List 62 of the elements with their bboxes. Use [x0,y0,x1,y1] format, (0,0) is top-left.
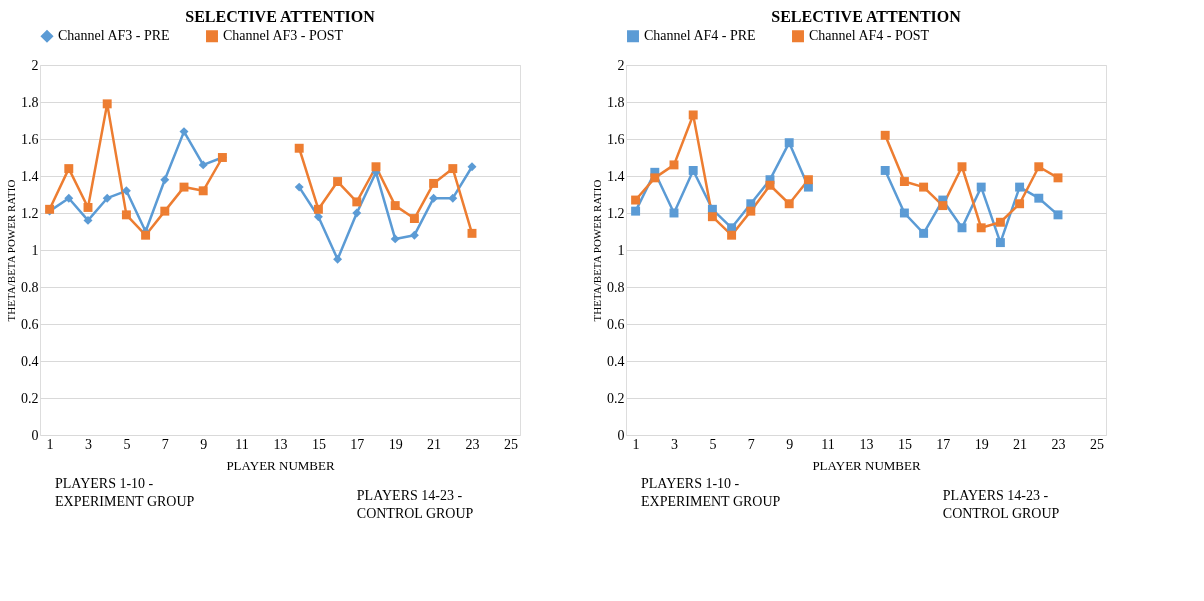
legend-label: Channel AF4 - POST [809,28,930,44]
y-tick-label: 0.2 [21,390,39,406]
y-tick-label: 0.6 [607,316,625,332]
x-tick-label: 9 [786,436,794,452]
x-tick-label: 17 [350,436,365,452]
x-tick-label: 25 [1089,436,1104,452]
y-tick-label: 0 [617,427,625,443]
legend-label: Channel AF4 - PRE [644,28,756,44]
x-tick-label: 23 [465,436,480,452]
x-tick-label: 1 [46,436,54,452]
y-tick-label: 0.2 [607,390,625,406]
x-tick-label: 13 [859,436,874,452]
y-tick-label: 0.4 [607,353,625,369]
x-tick-label: 19 [388,436,403,452]
y-tick-label: 0 [31,427,39,443]
y-tick-label: 1.4 [607,168,625,184]
x-tick-label: 17 [936,436,951,452]
chart-title: SELECTIVE ATTENTION [771,8,962,25]
x-tick-label: 11 [235,436,249,452]
y-tick-label: 1.6 [21,131,39,147]
y-tick-label: 2 [617,57,625,73]
y-axis-title: THETA/BETA POWER RATIO [5,179,17,322]
y-tick-label: 0.8 [607,279,625,295]
x-tick-label: 25 [503,436,518,452]
x-tick-label: 3 [671,436,678,452]
x-tick-label: 5 [709,436,717,452]
y-tick-label: 0.8 [21,279,39,295]
y-tick-label: 1 [31,242,39,258]
y-tick-label: 1.2 [607,205,625,221]
text: PLAYERS 1-10 - EXPERIMENT GROUP [641,476,781,509]
y-tick-label: 1.4 [21,168,39,184]
x-tick-label: 23 [1051,436,1066,452]
x-tick-label: 21 [427,436,442,452]
x-tick-label: 11 [821,436,835,452]
x-tick-label: 7 [747,436,755,452]
y-tick-label: 1.2 [21,205,39,221]
chart-title: SELECTIVE ATTENTION [185,8,376,25]
text: PLAYERS 1-10 - EXPERIMENT GROUP [55,476,195,509]
x-tick-label: 7 [161,436,169,452]
text: PLAYERS 14-23 - CONTROL GROUP [942,488,1060,521]
text: PLAYERS 14-23 - CONTROL GROUP [356,488,474,521]
x-tick-label: 15 [311,436,326,452]
y-tick-label: 1.6 [607,131,625,147]
y-axis-title: THETA/BETA POWER RATIO [591,179,603,322]
x-tick-label: 21 [1013,436,1028,452]
y-tick-label: 1.8 [607,94,625,110]
x-tick-label: 9 [200,436,208,452]
y-tick-label: 1 [617,242,625,258]
y-tick-label: 2 [31,57,39,73]
x-tick-label: 5 [123,436,131,452]
x-tick-label: 1 [632,436,640,452]
y-tick-label: 0.4 [21,353,39,369]
x-tick-label: 15 [897,436,912,452]
x-tick-label: 13 [273,436,288,452]
legend-label: Channel AF3 - PRE [58,28,170,44]
x-axis-title: PLAYER NUMBER [812,457,921,473]
x-tick-label: 19 [974,436,989,452]
y-tick-label: 1.8 [21,94,39,110]
y-tick-label: 0.6 [21,316,39,332]
legend-label: Channel AF3 - POST [223,28,344,44]
x-axis-title: PLAYER NUMBER [226,457,335,473]
x-tick-label: 3 [85,436,92,452]
